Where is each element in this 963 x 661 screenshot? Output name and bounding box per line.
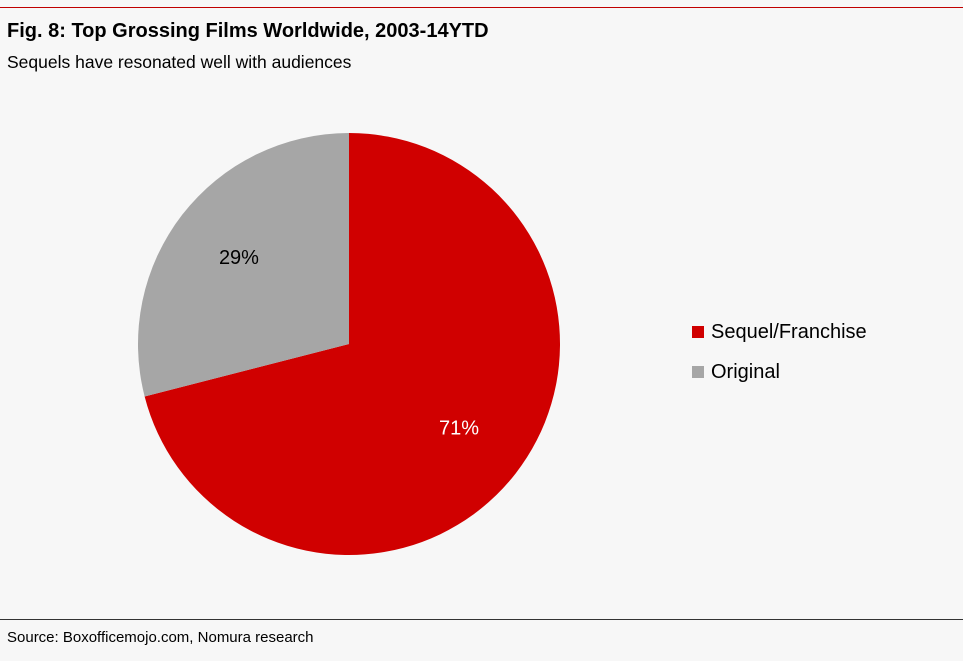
top-rule bbox=[0, 7, 963, 8]
pie-slice-original bbox=[138, 133, 349, 397]
legend: Sequel/Franchise Original bbox=[692, 312, 867, 392]
source-note: Source: Boxofficemojo.com, Nomura resear… bbox=[7, 629, 314, 646]
data-label-original: 29% bbox=[219, 247, 259, 269]
pie-slice-sequel-franchise bbox=[144, 133, 561, 555]
legend-item-sequel-franchise: Sequel/Franchise bbox=[692, 312, 867, 352]
legend-label-sequel-franchise: Sequel/Franchise bbox=[711, 320, 867, 343]
legend-label-original: Original bbox=[711, 360, 780, 383]
legend-item-original: Original bbox=[692, 352, 867, 392]
legend-swatch-original bbox=[692, 366, 704, 378]
chart-title: Fig. 8: Top Grossing Films Worldwide, 20… bbox=[7, 20, 489, 42]
bottom-rule bbox=[0, 619, 963, 620]
legend-swatch-sequel-franchise bbox=[692, 326, 704, 338]
data-label-sequel-franchise: 71% bbox=[439, 418, 479, 440]
chart-subtitle: Sequels have resonated well with audienc… bbox=[7, 52, 352, 72]
